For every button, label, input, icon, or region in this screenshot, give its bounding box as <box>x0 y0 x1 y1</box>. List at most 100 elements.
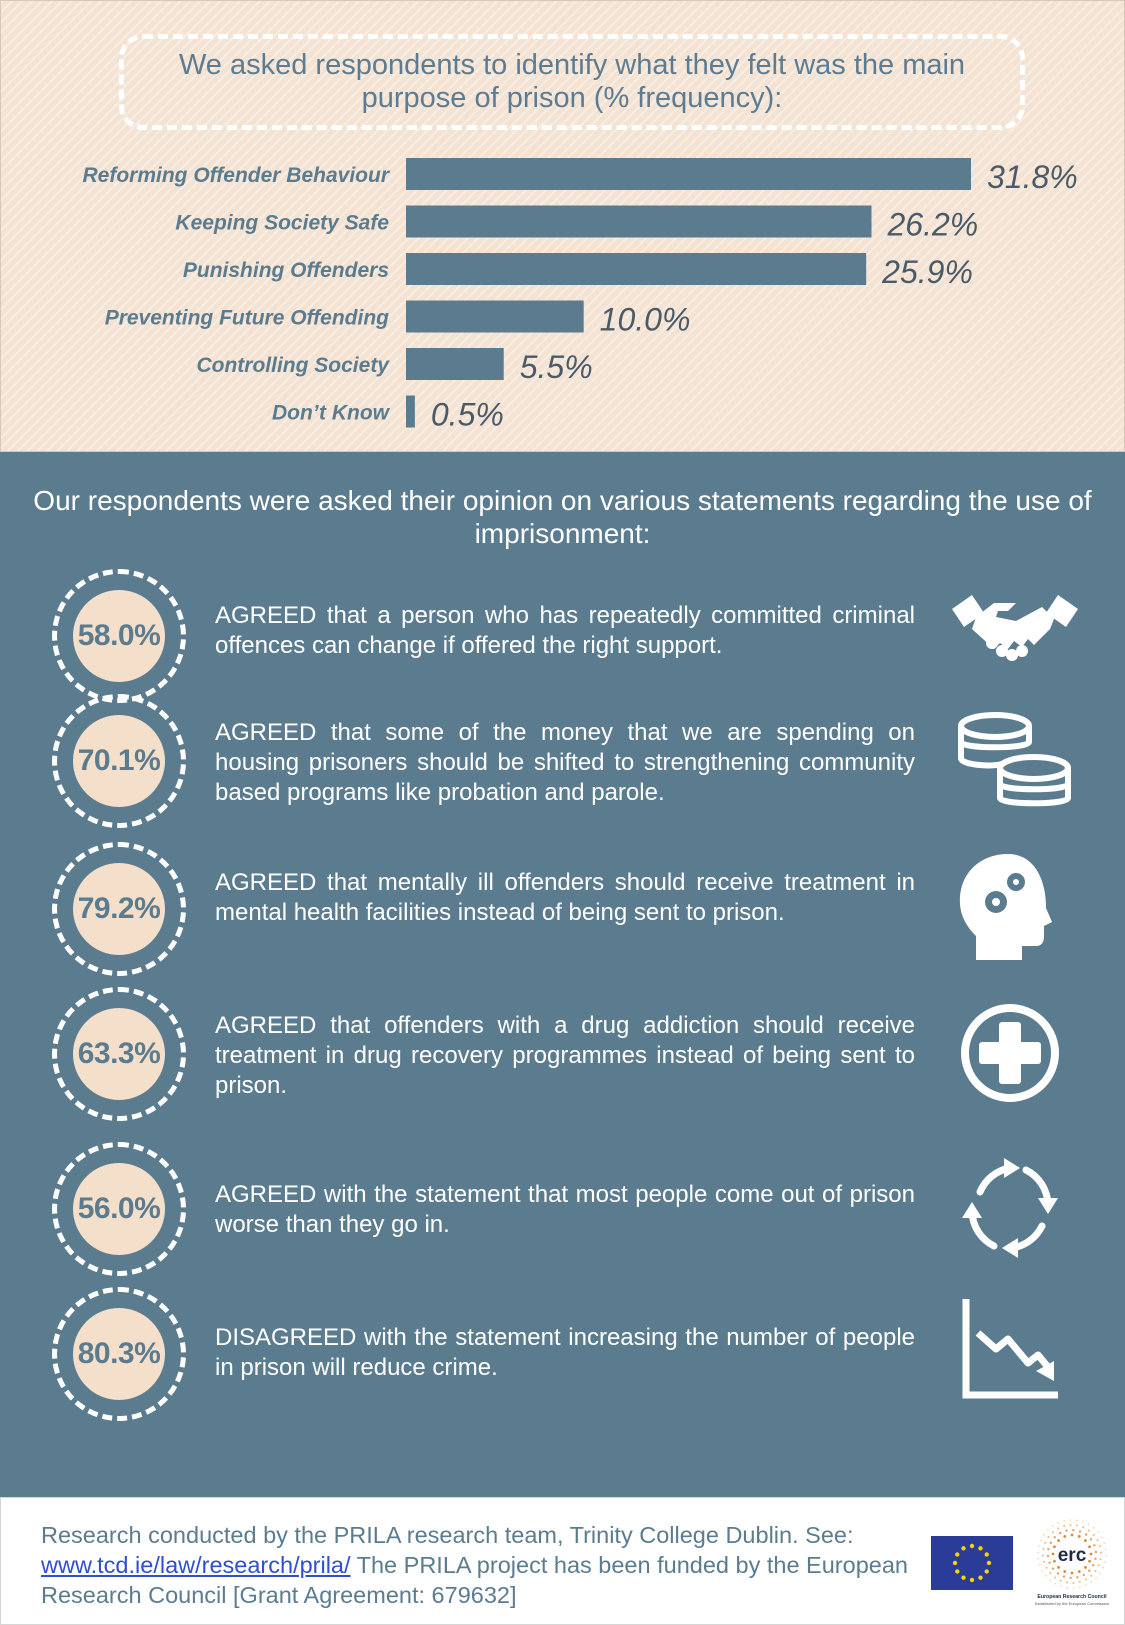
cycle-arrows-icon <box>962 1158 1058 1258</box>
erc-dot-icon <box>1072 1528 1075 1532</box>
erc-dot-icon <box>1099 1551 1102 1554</box>
erc-dot-icon <box>1049 1541 1052 1544</box>
eu-star-icon <box>984 1569 989 1574</box>
erc-dot-icon <box>1102 1566 1104 1569</box>
erc-logo-text: erc <box>1058 1545 1087 1566</box>
bar <box>406 348 504 380</box>
erc-dot-icon <box>1084 1566 1087 1569</box>
bar <box>406 395 415 428</box>
percent-ring: 58.0% <box>52 569 186 703</box>
eu-star-icon <box>978 1546 983 1551</box>
bar <box>406 300 584 333</box>
erc-dot-icon <box>1054 1576 1057 1579</box>
percent-ring: 63.3% <box>52 987 186 1121</box>
erc-dot-icon <box>1043 1560 1046 1563</box>
percent-ring: 79.2% <box>52 842 186 976</box>
erc-dot-icon <box>1045 1566 1048 1569</box>
erc-dot-icon <box>1044 1541 1047 1544</box>
category-label: Controlling Society <box>196 354 390 377</box>
erc-dot-icon <box>1077 1535 1081 1538</box>
percent-value: 70.1% <box>73 715 165 807</box>
erc-dot-icon <box>1090 1574 1093 1577</box>
erc-dot-icon <box>1096 1539 1099 1542</box>
erc-dot-icon <box>1087 1523 1090 1526</box>
erc-dot-icon <box>1063 1525 1066 1528</box>
erc-dot-icon <box>1082 1526 1085 1529</box>
statement-text: AGREED that offenders with a drug addict… <box>215 1012 915 1099</box>
percent-ring: 80.3% <box>52 1287 186 1421</box>
erc-dot-icon <box>1088 1559 1091 1563</box>
percent-value: 80.3% <box>73 1308 165 1400</box>
erc-dot-icon <box>1062 1575 1066 1578</box>
erc-dot-icon <box>1047 1548 1050 1551</box>
eu-star-icon <box>955 1569 960 1574</box>
statement-row: 63.3% AGREED that offenders with a drug … <box>0 987 1125 1127</box>
erc-dot-icon <box>1037 1557 1040 1560</box>
statement-row: 79.2% AGREED that mentally ill offenders… <box>0 842 1125 982</box>
erc-dot-icon <box>1051 1567 1055 1570</box>
footer-text: Research conducted by the PRILA research… <box>41 1520 921 1610</box>
erc-dot-icon <box>1081 1520 1084 1523</box>
erc-dot-icon <box>1078 1580 1081 1583</box>
medical-cross-icon <box>961 1004 1059 1102</box>
statement-text: AGREED that some of the money that we ar… <box>215 719 915 806</box>
erc-dot-icon <box>1092 1564 1095 1567</box>
bar-chart: Reforming Offender Behaviour 31.8% Keeping… <box>83 158 1078 433</box>
erc-dot-icon <box>1051 1552 1055 1556</box>
erc-dot-icon <box>1053 1559 1056 1563</box>
erc-dot-icon <box>1069 1519 1072 1521</box>
erc-dot-icon <box>1084 1584 1087 1586</box>
eu-star-icon <box>969 1577 975 1583</box>
erc-dot-icon <box>1100 1536 1103 1539</box>
statement-row: 58.0% AGREED that a person who has repea… <box>0 569 1125 709</box>
eu-star-icon <box>961 1575 966 1580</box>
statement-text: AGREED that a person who has repeatedly … <box>215 602 915 659</box>
erc-dot-icon <box>1104 1560 1106 1563</box>
erc-dot-icon <box>1070 1533 1074 1537</box>
category-label: Reforming Offender Behaviour <box>83 164 391 187</box>
erc-dot-icon <box>1098 1545 1101 1548</box>
statements-title: Our respondents were asked their opinion… <box>33 485 1092 549</box>
eu-star-icon <box>978 1575 983 1580</box>
erc-dot-icon <box>1048 1561 1051 1564</box>
eu-star-icon <box>955 1552 960 1557</box>
erc-dot-icon <box>1049 1572 1052 1575</box>
statement-text: AGREED that mentally ill offenders shoul… <box>215 869 915 926</box>
value-label: 5.5% <box>520 349 593 385</box>
category-label: Don’t Know <box>272 402 391 425</box>
erc-dot-icon <box>1040 1539 1042 1542</box>
erc-dot-icon <box>1092 1527 1095 1529</box>
erc-dot-icon <box>1038 1545 1040 1548</box>
erc-dot-icon <box>1095 1577 1097 1579</box>
footer-funding: The PRILA project has been funded by the… <box>41 1552 908 1608</box>
erc-dot-icon <box>1051 1525 1054 1527</box>
erc-dot-icon <box>1060 1585 1063 1588</box>
declining-chart-icon <box>962 1299 1058 1399</box>
eu-flag-logo <box>931 1536 1013 1590</box>
statements-section: Our respondents were asked their opinion… <box>0 452 1125 1497</box>
chart-title-box: We asked respondents to identify what th… <box>119 34 1025 130</box>
eu-star-icon <box>961 1546 966 1551</box>
value-label: 25.9% <box>881 254 973 290</box>
erc-dot-icon <box>1047 1536 1050 1539</box>
erc-dot-icon <box>1057 1522 1060 1524</box>
erc-dot-icon <box>1042 1547 1045 1550</box>
coins-icon <box>958 712 1071 807</box>
erc-dot-icon <box>1043 1534 1045 1536</box>
erc-dot-icon <box>1103 1542 1106 1544</box>
value-label: 10.0% <box>600 302 691 338</box>
erc-dot-icon <box>1097 1564 1100 1567</box>
value-label: 26.2% <box>887 207 979 243</box>
erc-dot-icon <box>1051 1531 1054 1534</box>
erc-dot-icon <box>1070 1571 1074 1575</box>
category-label: Keeping Society Safe <box>175 212 389 235</box>
erc-dot-icon <box>1053 1536 1056 1539</box>
statement-text: DISAGREED with the statement increasing … <box>215 1324 915 1381</box>
category-label: Punishing Offenders <box>183 259 389 282</box>
prila-link[interactable]: www.tcd.ie/law/research/prila/ <box>41 1552 351 1578</box>
erc-dot-icon <box>1049 1579 1052 1581</box>
statement-row: 56.0% AGREED with the statement that mos… <box>0 1142 1125 1282</box>
erc-dot-icon <box>1079 1586 1081 1588</box>
erc-dot-icon <box>1057 1566 1060 1569</box>
erc-dot-icon <box>1069 1576 1072 1580</box>
